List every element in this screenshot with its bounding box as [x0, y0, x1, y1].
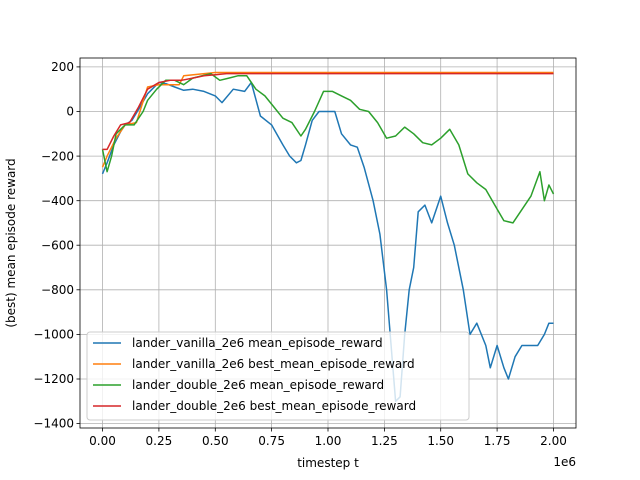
plot-lines	[101, 71, 555, 403]
y-tick-label: −1400	[33, 417, 74, 431]
x-tick-label: 2.00	[540, 434, 567, 448]
x-tick-label: 0.50	[202, 434, 229, 448]
y-tick-label: −1200	[33, 372, 74, 386]
series-vanilla-mean-line	[101, 81, 554, 403]
y-tick-label: −400	[41, 194, 74, 208]
legend-label-double-mean: lander_double_2e6 mean_episode_reward	[132, 378, 384, 392]
x-tick-label: 1.50	[427, 434, 454, 448]
x-tick-label: 0.25	[146, 434, 173, 448]
series-double-mean-line	[101, 72, 555, 224]
x-axis-label: timestep t	[297, 456, 359, 470]
legend-label-vanilla-best: lander_vanilla_2e6 best_mean_episode_rew…	[132, 357, 415, 371]
x-tick-label: 1.00	[315, 434, 342, 448]
y-tick-label: −600	[41, 238, 74, 252]
legend-box	[86, 331, 470, 421]
y-tick-label: 200	[51, 60, 74, 74]
y-tick-label: −800	[41, 283, 74, 297]
x-offset-label: 1e6	[553, 455, 576, 469]
legend-label-double-best: lander_double_2e6 best_mean_episode_rewa…	[132, 399, 416, 413]
x-tick-label: 0.75	[258, 434, 285, 448]
y-tick-label: −200	[41, 149, 74, 163]
series-vanilla-best-line	[101, 71, 554, 168]
y-tick-label: −1000	[33, 328, 74, 342]
axis-ticks: 0.00 0.25 0.50 0.75 1.00 1.25 1.50 1.75 2.00 200 0…	[33, 60, 566, 448]
legend-label-vanilla-mean: lander_vanilla_2e6 mean_episode_reward	[132, 336, 383, 350]
x-tick-label: 1.75	[484, 434, 511, 448]
x-tick-label: 0.00	[89, 434, 116, 448]
x-tick-label: 1.25	[371, 434, 398, 448]
legend: lander_vanilla_2e6 mean_episode_reward l…	[86, 331, 470, 421]
y-tick-label: 0	[66, 105, 74, 119]
y-axis-label: (best) mean episode reward	[4, 158, 18, 327]
series-double-best-line	[102, 72, 554, 151]
